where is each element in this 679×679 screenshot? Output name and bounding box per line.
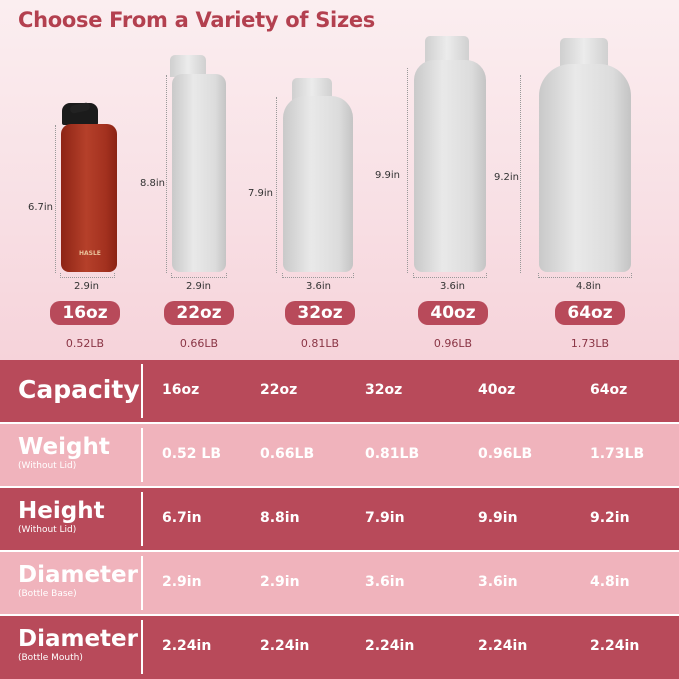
table-cell: 64oz (590, 382, 628, 398)
width-guide (413, 273, 487, 278)
bottle-16oz (61, 124, 117, 272)
divider (141, 492, 143, 546)
table-cell: 3.6in (478, 574, 518, 590)
size-badge: 22oz (164, 301, 234, 325)
table-cell: 22oz (260, 382, 298, 398)
size-badge: 40oz (418, 301, 488, 325)
row-subheader: (Bottle Mouth) (18, 653, 83, 663)
weight-label: 1.73LB (570, 337, 610, 350)
table-cell: 6.7in (162, 510, 202, 526)
height-label: 9.2in (494, 172, 520, 183)
height-guide (407, 68, 408, 273)
row-subheader: (Bottle Base) (18, 589, 77, 599)
table-row-mouth-diameter: Diameter (Bottle Mouth) 2.24in 2.24in 2.… (0, 616, 679, 679)
table-cell: 3.6in (365, 574, 405, 590)
table-cell: 0.66LB (260, 446, 315, 462)
weight-label: 0.81LB (300, 337, 340, 350)
width-guide (538, 273, 632, 278)
height-label: 9.9in (375, 170, 401, 181)
table-cell: 0.81LB (365, 446, 420, 462)
diameter-label: 2.9in (186, 281, 212, 292)
size-badge: 32oz (285, 301, 355, 325)
row-header: Capacity (18, 375, 140, 404)
row-header: Diameter (18, 626, 138, 652)
divider (141, 556, 143, 610)
row-header: Weight (18, 434, 110, 460)
table-cell: 2.24in (162, 638, 212, 654)
bottle-lid (425, 36, 469, 62)
bottle-40oz (414, 60, 486, 272)
table-cell: 9.2in (590, 510, 630, 526)
table-row-base-diameter: Diameter (Bottle Base) 2.9in 2.9in 3.6in… (0, 552, 679, 614)
width-guide (282, 273, 354, 278)
table-cell: 2.24in (590, 638, 640, 654)
size-badge: 16oz (50, 301, 120, 325)
row-subheader: (Without Lid) (18, 525, 77, 535)
table-cell: 40oz (478, 382, 516, 398)
page-title: Choose From a Variety of Sizes (18, 8, 376, 32)
row-header: Diameter (18, 562, 138, 588)
table-row-height: Height (Without Lid) 6.7in 8.8in 7.9in 9… (0, 488, 679, 550)
table-cell: 7.9in (365, 510, 405, 526)
table-cell: 9.9in (478, 510, 518, 526)
bottle-64oz (539, 64, 631, 272)
bottle-lid (560, 38, 608, 66)
product-hero: Choose From a Variety of Sizes HASLE 6.7… (0, 0, 679, 360)
height-guide (276, 97, 277, 273)
row-subheader: (Without Lid) (18, 461, 77, 471)
table-cell: 4.8in (590, 574, 630, 590)
row-header: Height (18, 498, 105, 524)
table-cell: 1.73LB (590, 446, 645, 462)
weight-label: 0.96LB (433, 337, 473, 350)
table-cell: 16oz (162, 382, 200, 398)
table-cell: 8.8in (260, 510, 300, 526)
table-cell: 2.9in (260, 574, 300, 590)
weight-label: 0.66LB (179, 337, 219, 350)
height-label: 7.9in (248, 188, 274, 199)
table-cell: 2.9in (162, 574, 202, 590)
divider (141, 620, 143, 674)
table-cell: 2.24in (478, 638, 528, 654)
size-badge: 64oz (555, 301, 625, 325)
table-cell: 2.24in (365, 638, 415, 654)
table-row-capacity: Capacity 16oz 22oz 32oz 40oz 64oz (0, 360, 679, 422)
diameter-label: 3.6in (306, 281, 332, 292)
bottle-32oz (283, 96, 353, 272)
table-cell: 32oz (365, 382, 403, 398)
divider (141, 364, 143, 418)
bottle-lid (292, 78, 332, 100)
height-guide (166, 75, 167, 273)
width-guide (171, 273, 227, 278)
width-guide (60, 273, 115, 278)
diameter-label: 3.6in (440, 281, 466, 292)
table-cell: 0.96LB (478, 446, 533, 462)
height-label: 8.8in (140, 178, 166, 189)
table-cell: 0.52 LB (162, 446, 222, 462)
table-cell: 2.24in (260, 638, 310, 654)
diameter-label: 4.8in (576, 281, 602, 292)
diameter-label: 2.9in (74, 281, 100, 292)
bottle-lid (170, 55, 206, 77)
table-row-weight: Weight (Without Lid) 0.52 LB 0.66LB 0.81… (0, 424, 679, 486)
height-guide (520, 75, 521, 273)
divider (141, 428, 143, 482)
height-guide (55, 125, 56, 273)
bottle-22oz (172, 74, 226, 272)
weight-label: 0.52LB (65, 337, 105, 350)
brand-logo: HASLE (79, 250, 101, 257)
height-label: 6.7in (28, 202, 54, 213)
